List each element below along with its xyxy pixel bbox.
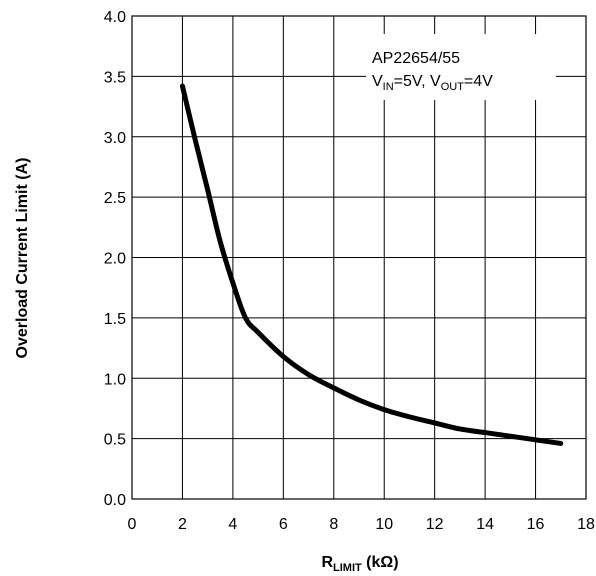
x-tick-label: 8 xyxy=(329,516,338,533)
x-axis-title-unit: (kΩ) xyxy=(362,554,399,571)
x-tick-label: 10 xyxy=(375,516,393,533)
annotation-subscript: IN xyxy=(383,81,394,93)
x-axis-title-subscript: LIMIT xyxy=(333,562,362,574)
annotation-text: =5V, V xyxy=(394,73,441,90)
y-tick-label: 4.0 xyxy=(104,9,126,26)
x-tick-label: 6 xyxy=(279,516,288,533)
annotation-text: V xyxy=(372,73,383,90)
annotation-line-2: VIN=5V, VOUT=4V xyxy=(372,73,493,93)
annotation-line-1: AP22654/55 xyxy=(372,50,460,67)
x-tick-label: 18 xyxy=(577,516,595,533)
annotation-text: =4V xyxy=(464,73,493,90)
x-tick-label: 12 xyxy=(426,516,444,533)
y-tick-label: 3.0 xyxy=(104,130,126,147)
y-tick-label: 0.0 xyxy=(104,492,126,509)
y-tick-label: 0.5 xyxy=(104,432,126,449)
annotation-background xyxy=(366,34,556,100)
y-tick-labels: 0.0 0.5 1.0 1.5 2.0 2.5 3.0 3.5 4.0 xyxy=(104,9,126,509)
x-tick-label: 4 xyxy=(228,516,237,533)
y-tick-label: 3.5 xyxy=(104,69,126,86)
x-tick-label: 14 xyxy=(476,516,494,533)
y-tick-label: 1.0 xyxy=(104,371,126,388)
annotation-subscript: OUT xyxy=(441,81,465,93)
y-tick-label: 2.0 xyxy=(104,251,126,268)
series-line xyxy=(179,83,564,446)
plot-frame xyxy=(131,15,587,500)
x-axis-title: RLIMIT (kΩ) xyxy=(321,554,398,574)
x-axis-title-main: R xyxy=(321,554,333,571)
x-tick-label: 16 xyxy=(527,516,545,533)
x-tick-label: 2 xyxy=(178,516,187,533)
x-tick-labels: 0 2 4 6 8 10 12 14 16 18 xyxy=(128,516,595,533)
x-tick-label: 0 xyxy=(128,516,137,533)
y-tick-label: 1.5 xyxy=(104,311,126,328)
y-axis-title: Overload Current Limit (A) xyxy=(14,158,31,359)
y-tick-label: 2.5 xyxy=(104,190,126,207)
